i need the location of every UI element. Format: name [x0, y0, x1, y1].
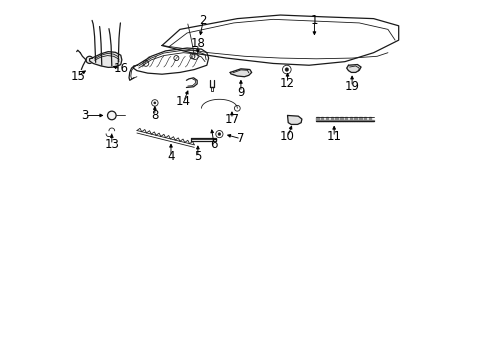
Polygon shape [349, 117, 351, 121]
Polygon shape [361, 120, 363, 121]
Text: 12: 12 [280, 77, 294, 90]
Polygon shape [325, 117, 327, 121]
Polygon shape [344, 117, 346, 121]
Polygon shape [356, 120, 359, 121]
Text: 19: 19 [344, 80, 359, 93]
Text: 1: 1 [310, 14, 318, 27]
Polygon shape [359, 117, 361, 121]
Polygon shape [332, 120, 335, 121]
Text: 13: 13 [104, 138, 119, 151]
Polygon shape [320, 117, 323, 121]
Polygon shape [230, 69, 251, 77]
Polygon shape [370, 120, 373, 121]
Text: 5: 5 [194, 150, 201, 163]
Text: 7: 7 [237, 132, 244, 145]
Text: 4: 4 [167, 150, 174, 163]
Polygon shape [89, 51, 122, 67]
Text: 9: 9 [237, 86, 244, 99]
Text: 18: 18 [190, 37, 205, 50]
Text: 16: 16 [113, 62, 128, 75]
Polygon shape [346, 64, 360, 72]
Polygon shape [327, 120, 330, 121]
Circle shape [285, 68, 288, 71]
Polygon shape [366, 120, 368, 121]
Polygon shape [340, 117, 342, 121]
Polygon shape [323, 120, 325, 121]
Polygon shape [363, 117, 366, 121]
Text: 6: 6 [210, 138, 217, 150]
Text: 2: 2 [199, 14, 206, 27]
Polygon shape [346, 120, 349, 121]
Polygon shape [368, 117, 370, 121]
Circle shape [107, 111, 116, 120]
Polygon shape [337, 120, 340, 121]
Circle shape [86, 56, 93, 63]
Text: 15: 15 [70, 69, 85, 82]
Text: 11: 11 [326, 130, 341, 144]
Polygon shape [330, 117, 332, 121]
Text: 3: 3 [81, 109, 88, 122]
Circle shape [218, 133, 221, 135]
Text: 17: 17 [224, 113, 239, 126]
Polygon shape [354, 117, 356, 121]
Polygon shape [335, 117, 337, 121]
Polygon shape [318, 120, 320, 121]
Text: 14: 14 [176, 95, 191, 108]
Circle shape [153, 102, 156, 104]
Polygon shape [342, 120, 344, 121]
Polygon shape [351, 120, 354, 121]
Text: 8: 8 [151, 109, 158, 122]
Polygon shape [316, 117, 318, 121]
Polygon shape [287, 116, 301, 125]
Text: 10: 10 [280, 130, 294, 144]
